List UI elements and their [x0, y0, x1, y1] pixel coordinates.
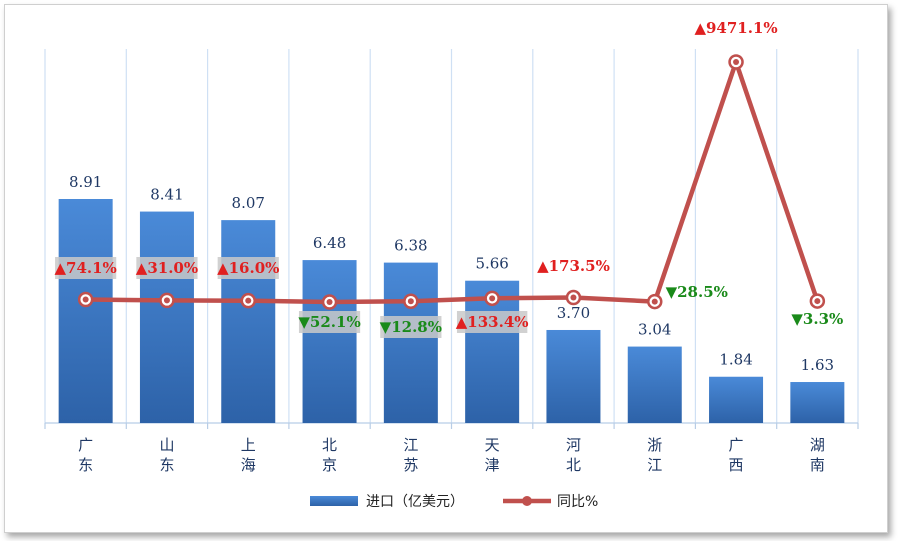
yoy-point-dot: [245, 297, 252, 304]
category-label: 浙: [647, 436, 662, 454]
yoy-label: ▲173.5%: [537, 257, 610, 275]
yoy-point-dot: [82, 296, 89, 303]
bar-上海: [221, 220, 276, 423]
category-label: 山: [159, 436, 174, 454]
yoy-label-text: ▼12.8%: [380, 318, 442, 336]
category-label: 北: [566, 456, 581, 474]
bar-value-label: 3.70: [557, 304, 590, 322]
yoy-label: ▼12.8%: [380, 316, 442, 338]
yoy-label-text: ▼28.5%: [666, 283, 728, 301]
bar-value-label: 1.84: [719, 351, 752, 369]
bars: [58, 199, 845, 423]
yoy-point-dot: [651, 298, 658, 305]
yoy-point-dot: [326, 299, 333, 306]
legend: 进口（亿美元） 同比%: [310, 494, 598, 510]
yoy-point-dot: [489, 295, 496, 302]
yoy-label-box: [217, 257, 279, 279]
yoy-label-box: [55, 257, 117, 279]
category-label: 京: [322, 456, 337, 474]
yoy-label-box: [298, 311, 361, 333]
category-label: 河: [566, 436, 581, 454]
bar-value-label: 6.48: [313, 234, 346, 252]
legend-bar-swatch: [310, 496, 358, 506]
category-label: 南: [810, 456, 825, 474]
bar-value-label: 6.38: [394, 237, 427, 255]
yoy-labels: ▲74.1% ▲31.0% ▲16.0% ▼52.1% ▼12.8% ▲133.4% ▲17…: [54, 19, 843, 338]
bar-labels: 8.91 8.41 8.07 6.48 6.38 5.66 3.70 3.04 1.84 1.63: [69, 173, 834, 374]
yoy-label-text: ▲31.0%: [136, 259, 198, 277]
category-label: 北: [322, 436, 337, 454]
bar-广东: [58, 199, 113, 423]
chart: 8.91 8.41 8.07 6.48 6.38 5.66 3.70 3.04 1.84 1.63…: [44, 19, 859, 510]
yoy-label-box: [380, 316, 442, 338]
bar-江苏: [383, 262, 438, 423]
bar-value-label: 8.41: [150, 186, 183, 204]
bar-北京: [302, 260, 357, 423]
category-label: 东: [78, 456, 93, 474]
bar-value-label: 8.07: [232, 194, 265, 212]
yoy-point-dot: [814, 298, 821, 305]
yoy-label: ▲9471.1%: [694, 19, 777, 37]
yoy-label-text: ▲133.4%: [456, 313, 529, 331]
category-label: 广: [78, 436, 93, 454]
bar-value-label: 8.91: [69, 173, 102, 191]
yoy-label-text: ▲74.1%: [54, 259, 116, 277]
category-label: 广: [729, 436, 744, 454]
bar-value-label: 5.66: [475, 255, 508, 273]
yoy-point-dot: [733, 59, 740, 65]
yoy-label-text: ▼3.3%: [791, 310, 843, 328]
yoy-point-dot: [570, 294, 577, 301]
category-label: 江: [647, 456, 662, 474]
yoy-line: [77, 54, 826, 310]
category-label: 湖: [810, 436, 825, 454]
legend-line-label: 同比%: [557, 494, 598, 510]
yoy-label: ▼52.1%: [298, 311, 361, 333]
bar-湖南: [790, 382, 845, 423]
category-label: 东: [159, 456, 174, 474]
yoy-label: ▼3.3%: [791, 310, 843, 328]
yoy-point-dot: [407, 298, 414, 305]
category-label: 海: [241, 456, 256, 474]
category-label: 江: [403, 436, 418, 454]
bar-山东: [139, 211, 194, 423]
category-label: 苏: [403, 456, 418, 474]
yoy-line-path: [85, 59, 820, 305]
yoy-label-text: ▼52.1%: [298, 313, 360, 331]
yoy-label-text: ▲16.0%: [217, 259, 279, 277]
legend-line-marker: [522, 496, 532, 506]
category-label: 西: [729, 456, 744, 474]
yoy-label: ▲31.0%: [136, 257, 198, 279]
yoy-label-box: [456, 311, 528, 333]
yoy-label: ▼28.5%: [666, 283, 728, 301]
yoy-label: ▲74.1%: [54, 257, 117, 279]
yoy-label: ▲133.4%: [456, 311, 529, 333]
yoy-label: ▲16.0%: [217, 257, 279, 279]
category-label: 上: [241, 436, 256, 454]
yoy-label-text: ▲173.5%: [537, 257, 610, 275]
category-label: 津: [485, 456, 500, 474]
category-label: 天: [485, 436, 500, 454]
bar-value-label: 3.04: [638, 321, 671, 339]
chart-frame: 8.91 8.41 8.07 6.48 6.38 5.66 3.70 3.04 1.84 1.63…: [4, 4, 888, 533]
bar-广西: [709, 376, 764, 423]
yoy-label-box: [136, 257, 198, 279]
bar-value-label: 1.63: [801, 356, 834, 374]
legend-bar-label: 进口（亿美元）: [366, 494, 464, 510]
bar-浙江: [627, 346, 682, 423]
yoy-label-text: ▲9471.1%: [694, 19, 777, 37]
yoy-point-dot: [163, 297, 170, 304]
bar-河北: [546, 329, 601, 423]
